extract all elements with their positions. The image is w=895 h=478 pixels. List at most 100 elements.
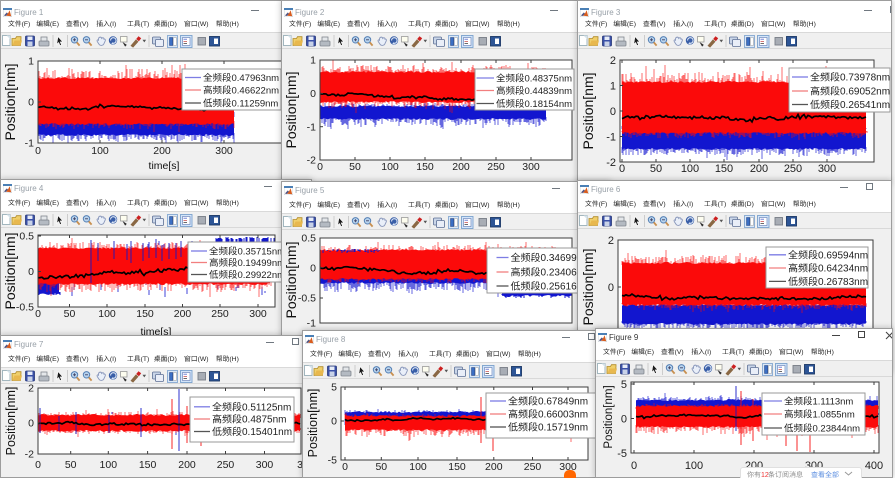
- svg-text:0: 0: [28, 418, 34, 430]
- svg-text:100: 100: [685, 460, 703, 472]
- svg-text:300: 300: [249, 308, 267, 320]
- svg-text:200: 200: [153, 145, 171, 157]
- svg-text:-0.5: -0.5: [298, 293, 316, 305]
- svg-text:2: 2: [28, 383, 34, 395]
- svg-text:1.0855nm: 1.0855nm: [813, 409, 855, 420]
- svg-text:0.18154nm: 0.18154nm: [525, 99, 573, 110]
- svg-text:0.73978nm: 0.73978nm: [840, 73, 890, 84]
- svg-text:150: 150: [448, 461, 466, 473]
- svg-text:150: 150: [416, 161, 434, 173]
- svg-text:5: 5: [621, 379, 627, 391]
- svg-text:100: 100: [98, 308, 116, 320]
- svg-text:0: 0: [310, 262, 316, 274]
- svg-text:0.23406: 0.23406: [541, 268, 578, 279]
- svg-text:-1: -1: [307, 318, 316, 330]
- svg-text:100: 100: [381, 161, 399, 173]
- svg-text:0.66003nm: 0.66003nm: [538, 410, 588, 421]
- svg-text:2: 2: [608, 235, 614, 247]
- svg-text:0.4875nm: 0.4875nm: [242, 415, 286, 426]
- svg-text:0.35715nm: 0.35715nm: [238, 246, 286, 257]
- svg-text:100: 100: [100, 459, 118, 471]
- svg-text:200: 200: [178, 459, 196, 471]
- svg-text:150: 150: [715, 163, 733, 175]
- svg-text:-5: -5: [328, 455, 337, 467]
- svg-text:0.19499nm: 0.19499nm: [238, 258, 286, 269]
- svg-text:0.69594nm: 0.69594nm: [818, 250, 868, 261]
- svg-text:100: 100: [681, 163, 699, 175]
- svg-text:Position[nm]: Position[nm]: [4, 387, 18, 456]
- svg-text:Position[nm]: Position[nm]: [2, 63, 18, 140]
- svg-text:Position[nm]: Position[nm]: [580, 72, 596, 149]
- svg-text:0.64234nm: 0.64234nm: [818, 264, 868, 275]
- svg-text:50: 50: [64, 308, 76, 320]
- svg-text:0.67849nm: 0.67849nm: [538, 397, 588, 408]
- svg-text:Position[nm]: Position[nm]: [603, 385, 615, 448]
- svg-text:0: 0: [28, 266, 34, 278]
- svg-text:250: 250: [211, 308, 229, 320]
- svg-text:300: 300: [215, 145, 233, 157]
- svg-text:0: 0: [610, 106, 616, 118]
- svg-text:-2: -2: [606, 157, 616, 169]
- svg-text:-5: -5: [617, 448, 627, 460]
- svg-text:0.26541nm: 0.26541nm: [840, 100, 890, 111]
- svg-text:0: 0: [608, 282, 614, 294]
- svg-text:0: 0: [331, 416, 337, 428]
- svg-text:150: 150: [136, 308, 154, 320]
- svg-text:50: 50: [65, 459, 77, 471]
- svg-text:250: 250: [784, 163, 802, 175]
- svg-text:-2: -2: [307, 155, 316, 167]
- svg-text:0.25616: 0.25616: [541, 282, 578, 293]
- svg-text:5: 5: [331, 382, 337, 394]
- svg-text:time[s]: time[s]: [149, 160, 180, 172]
- svg-text:-0.5: -0.5: [16, 302, 34, 314]
- svg-text:0.29922nm: 0.29922nm: [238, 270, 286, 281]
- svg-text:-1: -1: [25, 138, 34, 150]
- svg-text:100: 100: [91, 145, 109, 157]
- svg-text:0.44839nm: 0.44839nm: [525, 86, 573, 97]
- svg-text:200: 200: [174, 308, 192, 320]
- svg-text:1.1113nm: 1.1113nm: [813, 396, 854, 407]
- svg-text:0.47963nm: 0.47963nm: [232, 73, 280, 84]
- svg-text:0.11259nm: 0.11259nm: [232, 98, 279, 109]
- svg-text:250: 250: [487, 161, 505, 173]
- svg-text:150: 150: [139, 459, 157, 471]
- svg-text:Position[nm]: Position[nm]: [283, 241, 299, 318]
- svg-text:200: 200: [750, 163, 768, 175]
- svg-text:Position[nm]: Position[nm]: [2, 232, 18, 309]
- svg-text:0: 0: [317, 161, 323, 173]
- svg-text:0.15401nm: 0.15401nm: [242, 427, 292, 438]
- svg-text:100: 100: [409, 461, 427, 473]
- svg-text:12: 12: [761, 472, 769, 478]
- svg-text:0: 0: [35, 459, 41, 471]
- svg-text:0.5: 0.5: [19, 231, 34, 243]
- svg-text:300: 300: [818, 163, 836, 175]
- svg-text:0.26783nm: 0.26783nm: [818, 277, 868, 288]
- svg-text:50: 50: [349, 161, 361, 173]
- svg-text:0.34699: 0.34699: [541, 253, 578, 264]
- svg-text:0.51125nm: 0.51125nm: [242, 402, 291, 413]
- svg-text:1: 1: [610, 80, 616, 92]
- svg-text:400: 400: [865, 460, 883, 472]
- svg-text:2: 2: [610, 55, 616, 67]
- svg-text:Position[nm]: Position[nm]: [580, 248, 596, 325]
- svg-text:1: 1: [310, 55, 316, 67]
- svg-text:0: 0: [621, 413, 627, 425]
- svg-text:0.5: 0.5: [301, 233, 316, 245]
- svg-text:0: 0: [619, 163, 625, 175]
- svg-text:0: 0: [35, 145, 41, 157]
- svg-text:0.48375nm: 0.48375nm: [525, 73, 573, 84]
- svg-text:50: 50: [650, 163, 662, 175]
- svg-text:0: 0: [310, 88, 316, 100]
- svg-text:0.46622nm: 0.46622nm: [232, 85, 280, 96]
- svg-text:-1: -1: [307, 121, 316, 133]
- svg-text:0.23844nm: 0.23844nm: [813, 423, 861, 434]
- svg-text:0: 0: [342, 461, 348, 473]
- svg-text:Position[nm]: Position[nm]: [306, 389, 320, 458]
- svg-text:1: 1: [28, 56, 34, 68]
- svg-text:0.69052nm: 0.69052nm: [840, 87, 890, 98]
- svg-text:300: 300: [522, 161, 540, 173]
- svg-text:0: 0: [35, 308, 41, 320]
- svg-text:250: 250: [217, 459, 235, 471]
- svg-text:0: 0: [28, 97, 34, 109]
- svg-text:-1: -1: [606, 131, 616, 143]
